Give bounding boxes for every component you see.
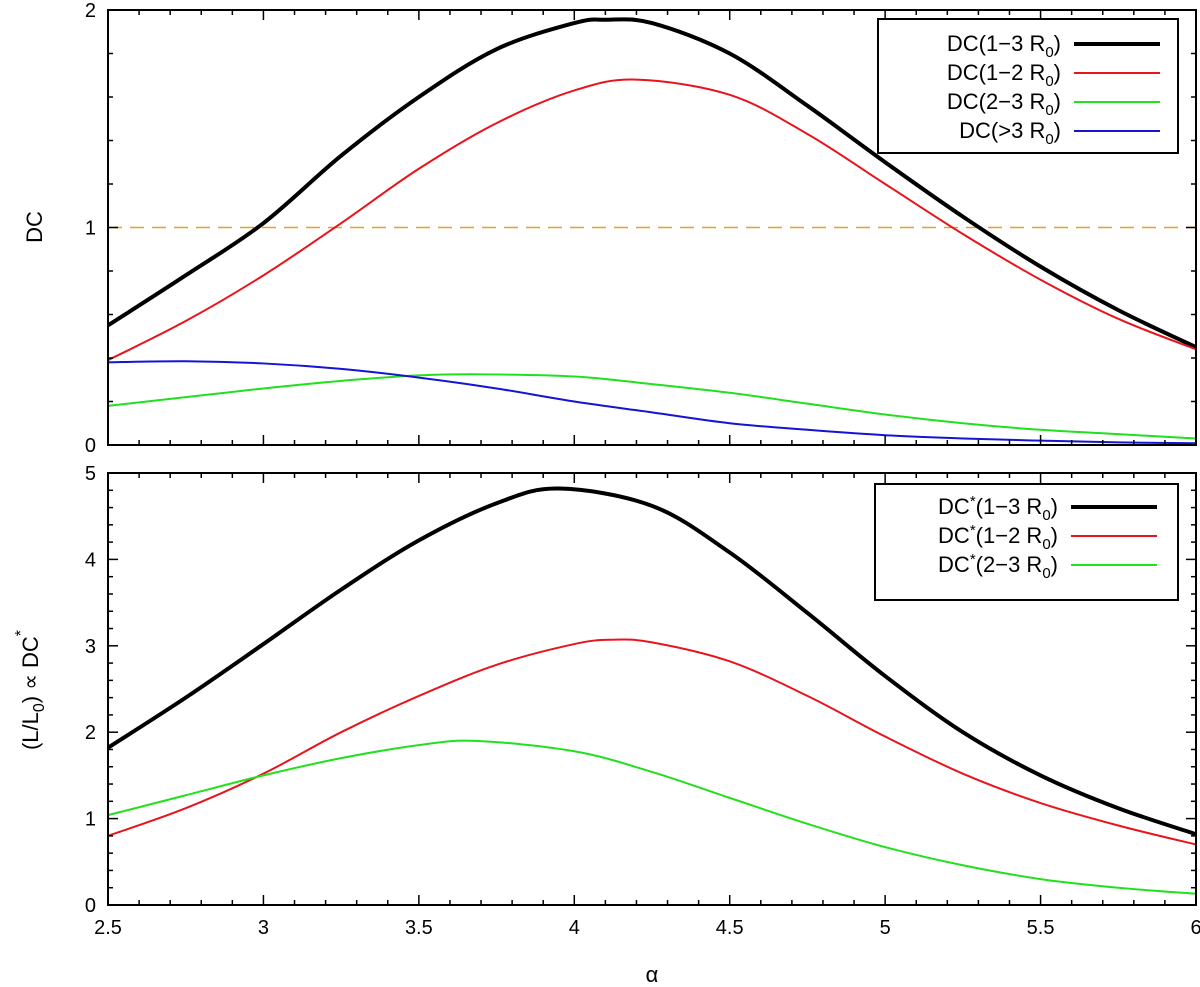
top-y-axis-label: DC: [22, 211, 47, 243]
y-tick-label: 0: [85, 895, 96, 917]
x-tick-label: 2.5: [94, 917, 122, 939]
legend-label: DC(1−3 R0): [947, 31, 1061, 61]
x-tick-label: 3: [258, 917, 269, 939]
legend: DC(1−3 R0)DC(1−2 R0)DC(2−3 R0)DC(>3 R0): [877, 18, 1179, 154]
legend-label: DC(1−2 R0): [947, 60, 1061, 90]
legend-label: DC*(1−3 R0): [938, 493, 1058, 524]
legend-label: DC*(1−2 R0): [938, 522, 1058, 553]
x-tick-label: 4.5: [716, 917, 744, 939]
plot-frame: [107, 472, 1197, 906]
x-tick-label: 4: [569, 917, 580, 939]
bottom-y-axis-label: (L/L0) ∝ DC*: [13, 630, 48, 750]
legend-label: DC(>3 R0): [959, 118, 1061, 148]
top-panel: DC 0 1 2 DC(1−3 R0)DC(1−2 R0)DC(2−3 R0)DC(>…: [22, 0, 1197, 457]
x-axis-label: α: [646, 962, 659, 987]
y-tick-label: 2: [85, 722, 96, 744]
x-tick-label: 5.5: [1027, 917, 1055, 939]
bottom-panel: (L/L0) ∝ DC* α 2.5 3 3.5 4 4.5 5 5.5 6 0 1 2 3 4 5 DC*…: [13, 463, 1200, 987]
x-tick-label: 6: [1190, 917, 1200, 939]
y-tick-label: 4: [85, 549, 96, 571]
y-tick-label: 2: [85, 0, 96, 22]
y-tick-label: 0: [85, 435, 96, 457]
legend-label: DC*(2−3 R0): [938, 551, 1058, 582]
legend-box: [874, 483, 1179, 601]
x-tick-label: 5: [880, 917, 891, 939]
y-tick-label: 1: [85, 218, 96, 240]
series-line-bottom-0: [106, 486, 1197, 837]
series-line-top-2: [107, 373, 1197, 440]
y-tick-label: 1: [85, 809, 96, 831]
legend: DC*(1−3 R0)DC*(1−2 R0)DC*(2−3 R0): [874, 483, 1179, 601]
series-line-top-0: [106, 17, 1197, 349]
series-line-bottom-1: [107, 638, 1197, 846]
series-line-top-3: [107, 360, 1197, 445]
series-line-bottom-2: [107, 739, 1197, 895]
legend-label: DC(2−3 R0): [947, 89, 1061, 119]
y-tick-label: 5: [85, 463, 96, 485]
y-tick-label: 3: [85, 636, 96, 658]
series-line-top-1: [107, 78, 1197, 362]
x-tick-label: 3.5: [405, 917, 433, 939]
